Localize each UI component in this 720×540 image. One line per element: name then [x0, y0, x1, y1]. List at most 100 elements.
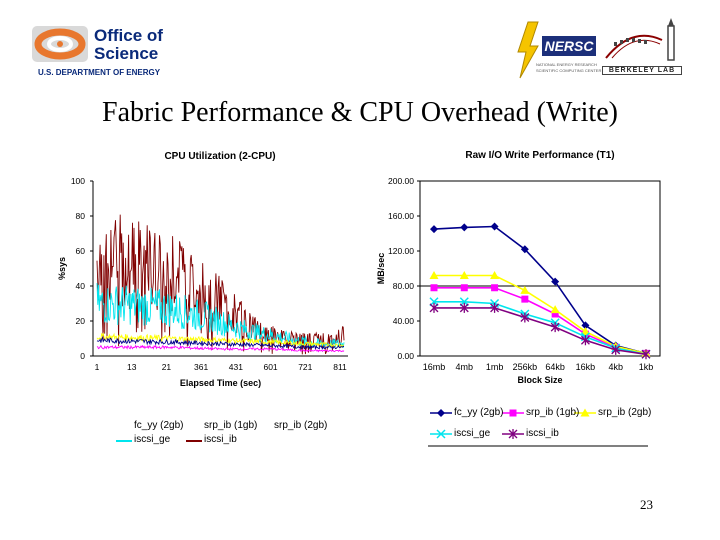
cpu-series-fc-yy-2gb- — [96, 336, 345, 351]
io-legend-marker-iscsi-ib — [508, 429, 518, 439]
cpu-x-tick-label: 361 — [194, 362, 208, 372]
nersc-name: NERSC — [542, 36, 596, 56]
io-y-tick-label: 0.00 — [397, 351, 414, 361]
io-legend-srp-ib-1gb: srp_ib (1gb) — [526, 407, 580, 418]
atom-swirl-icon — [32, 26, 88, 62]
io-point-iscsi-ib — [459, 302, 469, 313]
io-point-iscsi-ib — [580, 335, 590, 346]
office-logo-line2: Science — [94, 44, 159, 63]
cpu-y-tick-label: 40 — [76, 281, 86, 291]
io-point-iscsi-ib — [490, 302, 500, 313]
io-legend-fc-yy: fc_yy (2gb) — [454, 407, 504, 418]
io-point-srp-ib-2gb- — [459, 271, 469, 279]
cpu-chart-title: CPU Utilization (2-CPU) — [164, 151, 276, 162]
slide-title: Fabric Performance & CPU Overhead (Write… — [102, 97, 618, 128]
cpu-utilization-chart: 0 20 40 60 80 100 1 13 21 361 431 601 721 811 %sys Elap… — [57, 176, 348, 388]
io-point-srp-ib-1gb- — [460, 284, 468, 292]
io-x-tick-label: 4mb — [456, 362, 474, 372]
io-x-tick-label: 16mb — [423, 362, 446, 372]
io-point-srp-ib-1gb- — [521, 295, 529, 303]
io-legend-marker-fc-yy-2gb- — [437, 409, 445, 417]
io-series-line-iscsi-ge — [434, 301, 647, 356]
cpu-legend-iscsi-ib: iscsi_ib — [204, 434, 237, 445]
nersc-logo: NERSC NATIONAL ENERGY RESEARCH SCIENTIFI… — [514, 20, 602, 80]
io-legend-srp-ib-2gb: srp_ib (2gb) — [598, 407, 652, 418]
nersc-sub2: SCIENTIFIC COMPUTING CENTER — [536, 68, 602, 73]
io-point-iscsi-ib — [429, 302, 439, 313]
cpu-series-srp-ib-1gb- — [96, 344, 345, 353]
io-series-line-srp-ib-1gb- — [434, 287, 647, 355]
io-x-tick-label: 16kb — [576, 362, 596, 372]
io-point-srp-ib-1gb- — [430, 284, 438, 292]
io-point-srp-ib-2gb- — [580, 327, 590, 335]
io-point-srp-ib-2gb- — [490, 271, 500, 279]
cpu-y-tick-label: 100 — [71, 176, 85, 186]
office-of-science-logo: Office of Science U.S. DEPARTMENT OF ENE… — [30, 22, 180, 78]
cpu-x-axis-label: Elapsed Time (sec) — [180, 378, 261, 388]
io-point-fc-yy-2gb- — [520, 245, 529, 254]
io-x-tick-label: 1kb — [639, 362, 654, 372]
io-point-srp-ib-2gb- — [550, 305, 560, 314]
cpu-x-tick-label: 13 — [127, 362, 137, 372]
cpu-x-tick-label: 21 — [162, 362, 172, 372]
io-point-fc-yy-2gb- — [430, 225, 438, 234]
io-legend-marker-iscsi-ge-stroke-b — [436, 429, 446, 439]
cpu-legend: fc_yy (2gb) srp_ib (1gb) srp_ib (2gb) is… — [110, 418, 350, 452]
io-y-tick-label: 80.00 — [393, 281, 415, 291]
io-legend-marker-iscsi-ge — [436, 429, 446, 439]
cpu-series-iscsi-ib — [96, 214, 345, 355]
cpu-legend-swatch-iscsi-ib — [186, 440, 202, 442]
lab-name: BERKELEY LAB — [602, 66, 682, 75]
io-x-tick-label: 256kb — [513, 362, 538, 372]
page-number: 23 — [640, 497, 653, 512]
io-plot-frame — [419, 180, 661, 357]
io-point-srp-ib-2gb- — [429, 271, 439, 279]
cpu-series-iscsi-ge — [96, 283, 345, 349]
io-point-iscsi-ib — [641, 349, 651, 360]
io-legend-iscsi-ib: iscsi_ib — [526, 428, 559, 439]
io-point-srp-ib-1gb- — [491, 284, 499, 292]
io-x-axis-label: Block Size — [517, 375, 562, 385]
cpu-legend-srp-ib-2gb: srp_ib (2gb) — [274, 420, 328, 431]
cpu-x-tick-label: 721 — [298, 362, 312, 372]
cpu-x-tick-label: 811 — [333, 362, 347, 372]
io-point-fc-yy-2gb- — [460, 223, 469, 232]
io-point-iscsi-ib — [550, 322, 560, 333]
io-chart-title: Raw I/O Write Performance (T1) — [465, 150, 615, 161]
io-point-fc-yy-2gb- — [490, 222, 499, 231]
cpu-y-tick-label: 0 — [80, 351, 85, 361]
cpu-x-tick-label: 1 — [95, 362, 100, 372]
io-legend-marker-srp-ib-1gb- — [509, 409, 517, 417]
office-logo-line3: U.S. DEPARTMENT OF ENERGY — [38, 68, 161, 77]
cpu-y-tick-label: 80 — [76, 211, 86, 221]
cpu-y-tick-label: 60 — [76, 246, 86, 256]
io-y-tick-label: 40.00 — [393, 316, 415, 326]
cpu-legend-fc-yy: fc_yy (2gb) — [134, 420, 184, 431]
cpu-legend-iscsi-ge: iscsi_ge — [134, 434, 171, 445]
io-y-tick-label: 120.00 — [388, 246, 414, 256]
io-legend — [428, 408, 648, 447]
io-x-tick-label: 4kb — [608, 362, 623, 372]
io-x-tick-label: 1mb — [486, 362, 504, 372]
io-y-axis-label: MB/sec — [376, 253, 386, 285]
io-series-line-iscsi-ib — [434, 307, 647, 356]
cpu-legend-swatch-iscsi-ge — [116, 440, 132, 442]
io-point-fc-yy-2gb- — [551, 277, 560, 286]
io-legend-iscsi-ge: iscsi_ge — [454, 428, 491, 439]
cpu-x-tick-label: 431 — [229, 362, 243, 372]
raw-io-write-chart: 0.00 40.00 80.00 120.00 160.00 200.00 16mb 4mb 1… — [376, 176, 661, 385]
nersc-sub1: NATIONAL ENERGY RESEARCH — [536, 62, 597, 67]
io-x-tick-label: 64kb — [545, 362, 565, 372]
cpu-legend-srp-ib-1gb: srp_ib (1gb) — [204, 420, 258, 431]
io-series-line-srp-ib-2gb- — [434, 274, 647, 355]
io-series-line-fc-yy-2gb- — [433, 225, 647, 355]
io-y-tick-label: 160.00 — [388, 211, 414, 221]
cpu-y-tick-label: 20 — [76, 316, 86, 326]
io-point-fc-yy-2gb- — [581, 321, 590, 330]
io-point-iscsi-ib — [520, 312, 530, 323]
io-point-srp-ib-2gb- — [520, 285, 530, 294]
lab-building-icon — [605, 18, 675, 61]
io-point-iscsi-ib — [611, 344, 621, 355]
io-legend-marker-srp-ib-2gb- — [580, 408, 590, 417]
